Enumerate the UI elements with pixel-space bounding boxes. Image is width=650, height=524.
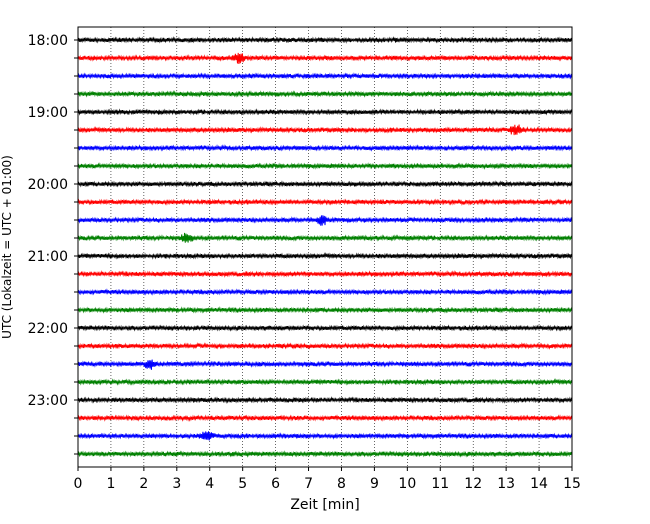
x-tick-label: 4 <box>205 476 214 492</box>
x-tick-label: 12 <box>464 476 482 492</box>
x-tick-label: 1 <box>106 476 115 492</box>
y-tick-label: 18:00 <box>28 33 68 49</box>
trace-line <box>77 52 573 65</box>
trace-line <box>77 359 573 370</box>
x-tick-label: 3 <box>172 476 181 492</box>
trace-line <box>77 270 573 278</box>
trace-line <box>77 232 573 243</box>
x-tick-label: 14 <box>530 476 548 492</box>
x-tick-label: 6 <box>271 476 280 492</box>
y-axis-title: UTC (Lokalzeit = UTC + 01:00) <box>0 155 14 339</box>
trace-layer <box>77 36 573 458</box>
x-tick-label: 8 <box>337 476 346 492</box>
trace-line <box>77 198 573 206</box>
trace-line <box>77 324 573 332</box>
trace-line <box>77 108 573 116</box>
trace-line <box>77 36 573 44</box>
y-tick-label: 23:00 <box>28 393 68 409</box>
x-tick-label: 7 <box>304 476 313 492</box>
plot-frame <box>77 26 573 468</box>
y-tick-label: 22:00 <box>28 321 68 337</box>
y-tick-label: 19:00 <box>28 105 68 121</box>
trace-line <box>77 396 573 404</box>
y-tick-label: 21:00 <box>28 249 68 265</box>
trace-line <box>77 342 573 350</box>
x-axis-title: Zeit [min] <box>290 497 359 513</box>
x-tick-label: 0 <box>74 476 83 492</box>
trace-line <box>77 124 573 136</box>
trace-line <box>77 306 573 314</box>
trace-line <box>77 288 573 296</box>
grid-layer <box>110 27 540 467</box>
trace-line <box>77 162 573 170</box>
trace-line <box>77 378 573 386</box>
x-tick-label: 15 <box>563 476 581 492</box>
trace-line <box>77 180 573 188</box>
trace-line <box>77 144 573 152</box>
trace-line <box>77 450 573 458</box>
x-tick-label: 2 <box>139 476 148 492</box>
trace-line <box>77 252 573 260</box>
x-tick-label: 11 <box>431 476 449 492</box>
y-axis: 18:00 19:00 20:00 21:00 22:00 23:00 <box>28 33 78 455</box>
trace-line <box>77 431 573 441</box>
trace-line <box>77 72 573 80</box>
x-tick-label: 10 <box>398 476 416 492</box>
x-tick-label: 5 <box>238 476 247 492</box>
trace-line <box>77 90 573 98</box>
y-tick-label: 20:00 <box>28 177 68 193</box>
trace-line <box>77 414 573 422</box>
x-tick-label: 13 <box>497 476 515 492</box>
x-tick-label: 9 <box>370 476 379 492</box>
x-axis: 0 1 2 3 4 5 6 7 8 9 10 11 12 13 14 15 <box>74 467 581 492</box>
trace-line <box>77 215 573 226</box>
